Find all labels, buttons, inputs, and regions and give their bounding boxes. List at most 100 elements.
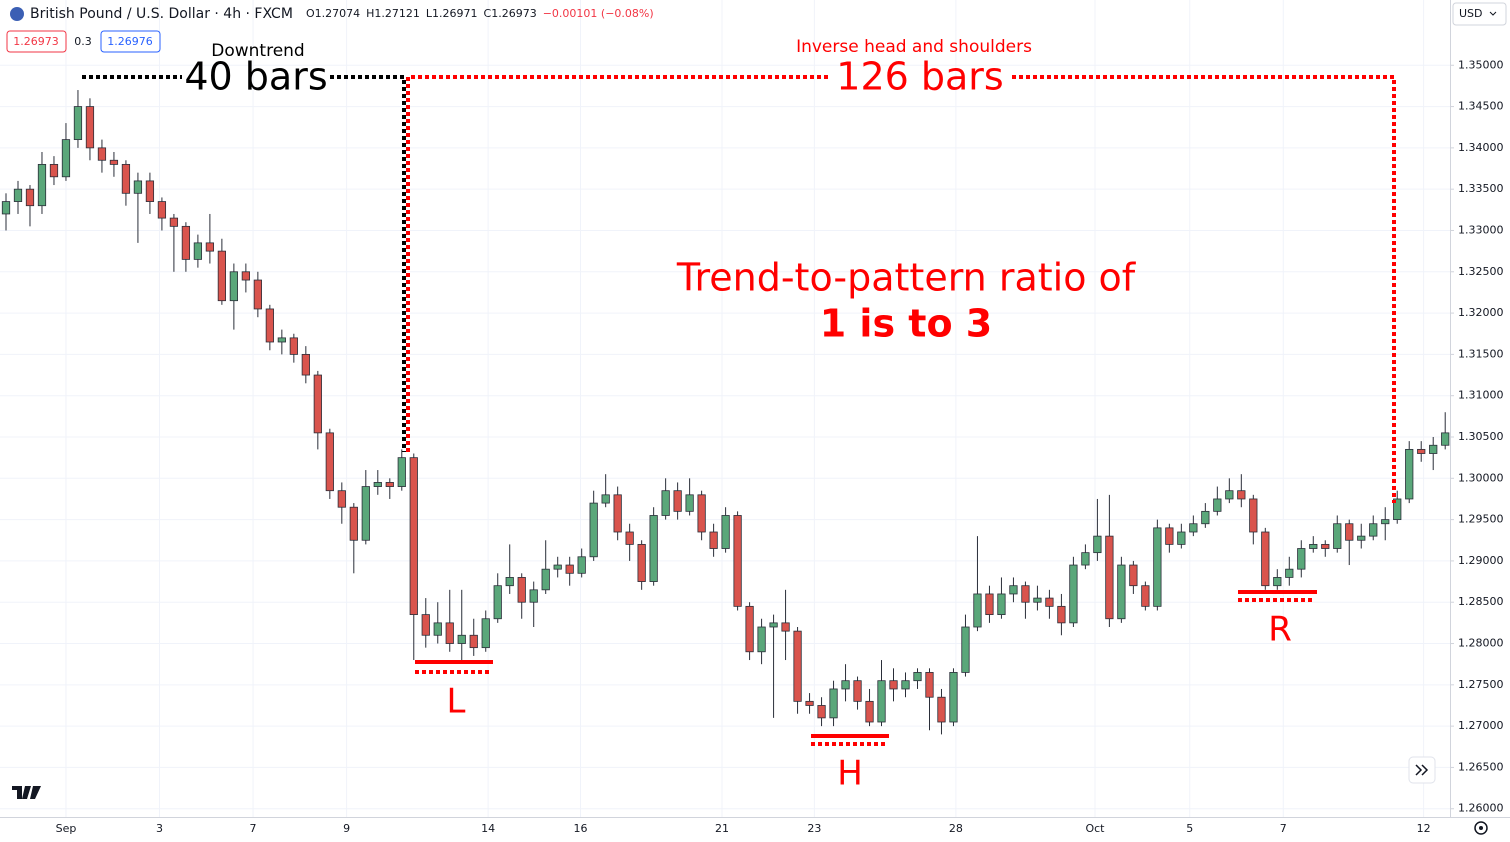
y-tick-label: 1.30000 [1458,471,1504,484]
candle-body [157,201,167,219]
candle-body [709,531,718,549]
candle-body [73,106,83,141]
candle-body [1081,552,1090,566]
candle-body [97,147,107,161]
sell-price[interactable]: 1.26973 [13,35,59,48]
y-tick-label: 1.27000 [1458,719,1504,732]
candle-body [1369,523,1378,537]
grid [0,0,1450,817]
candle-body [1441,432,1450,446]
candle-body [1261,531,1270,587]
candle-body [1069,564,1078,624]
y-tick-label: 1.33500 [1458,182,1504,195]
y-tick-label: 1.27500 [1458,678,1504,691]
candle-body [229,271,238,302]
settings-icon[interactable] [1479,826,1483,830]
pattern-line [406,75,1396,503]
price-axis-bg [1450,0,1510,842]
candle-body [673,490,682,512]
logo [12,786,41,799]
candle-body [493,585,502,620]
x-tick-label: Sep [56,822,77,835]
y-tick-label: 1.26500 [1458,760,1504,773]
candle-body [865,700,874,723]
candle-body [589,502,598,558]
candle-body [829,688,838,719]
candle-body [25,188,35,207]
candle-body [1057,605,1066,624]
x-tick-label: 7 [1280,822,1287,835]
candle-body [613,494,622,533]
y-tick-label: 1.29500 [1458,513,1504,526]
candle-body [445,622,454,644]
candle-body [949,672,958,723]
x-tick-label: 3 [156,822,163,835]
candle-body [925,672,934,698]
x-tick-label: 21 [715,822,729,835]
candle-body [1033,597,1042,603]
candle-body [469,634,478,649]
annotation: R [1268,610,1292,650]
candle-body [277,337,286,343]
y-tick-label: 1.34500 [1458,100,1504,113]
y-tick-label: 1.26000 [1458,802,1504,815]
candle-body [1177,531,1186,545]
annotation: H [837,754,863,794]
x-tick-label: Oct [1085,822,1105,835]
candle-body [169,217,179,227]
candle-body [1141,585,1150,607]
candle-body [769,622,778,628]
annotation: 1 is to 3 [820,302,992,346]
candle-body [1117,564,1126,620]
candle-body [109,159,119,165]
candle-body [1201,510,1210,525]
settings-icon[interactable] [1474,821,1488,835]
buy-price[interactable]: 1.26976 [107,35,153,48]
candle-body [817,705,826,719]
currency-button[interactable] [1452,2,1507,26]
dropdown-icon[interactable] [1489,11,1497,16]
candle-body [1285,568,1294,578]
candle-body [961,626,970,673]
price-box[interactable] [6,30,67,53]
candle-body [37,163,47,207]
time-axis-bg [0,817,1510,842]
candle-body [385,482,394,487]
chart-title[interactable]: British Pound / U.S. Dollar · 4h · FXCM [30,6,293,22]
candle-body [697,494,706,533]
x-tick-label: 5 [1186,822,1193,835]
candle-body [1165,527,1174,545]
spread: 0.3 [74,35,92,48]
candle-body [1429,444,1438,454]
ohlc-value: O1.27074 [306,7,360,20]
y-tick-label: 1.32500 [1458,265,1504,278]
price-box[interactable] [100,30,161,53]
ohlc-value: L1.26971 [426,7,478,20]
candles [1,90,1450,735]
y-tick-label: 1.33000 [1458,223,1504,236]
candle-body [661,490,670,516]
candle-body [205,242,215,252]
annotation: L [447,682,466,722]
candle-body [1357,535,1366,541]
scroll-icon[interactable] [1415,764,1429,776]
candle-body [253,279,262,310]
ohlc-value: −0.00101 (−0.08%) [543,7,654,20]
candle-body [193,242,203,260]
candle-body [985,593,994,616]
candle-body [889,680,898,690]
candle-body [637,543,646,582]
candle-body [1213,498,1222,512]
candle-body [553,564,562,570]
candle-body [1009,585,1018,595]
candle-body [529,589,538,603]
currency[interactable]: USD [1459,7,1483,20]
candle-body [1309,543,1318,549]
candle-body [133,180,143,194]
candle-body [733,515,742,607]
x-tick-label: 16 [573,822,587,835]
candle-body [121,163,131,194]
ohlc-value: C1.26973 [484,7,537,20]
